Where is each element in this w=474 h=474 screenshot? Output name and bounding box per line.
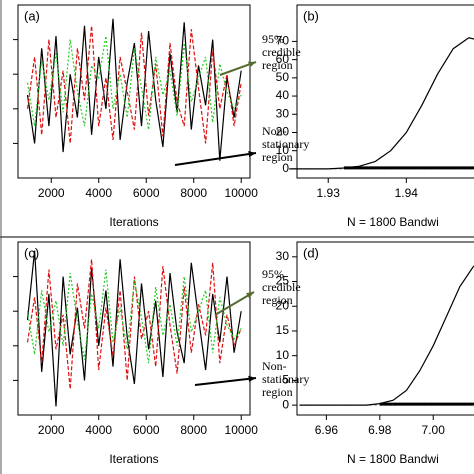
y-tick-label: 10 — [276, 348, 290, 362]
y-tick-label: 15 — [276, 323, 290, 337]
y-tick-label: 10 — [276, 143, 290, 157]
x-tick-label: 10000 — [225, 423, 259, 437]
x-axis-label: Iterations — [109, 452, 158, 466]
arrow — [194, 377, 257, 386]
x-tick-label: 4000 — [85, 423, 112, 437]
panel-label: (b) — [303, 8, 319, 23]
plot-frame — [296, 241, 474, 416]
arrow — [214, 291, 255, 316]
y-tick-label: 0 — [282, 397, 289, 411]
trace-line — [26, 250, 242, 407]
plot-frame — [17, 4, 251, 179]
annotation: region — [262, 150, 293, 164]
y-tick-label: 50 — [276, 70, 290, 84]
annotation: region — [262, 385, 293, 399]
annotation: 95% — [262, 267, 284, 281]
density-line — [299, 265, 474, 406]
density-line — [289, 37, 474, 170]
trace-line — [26, 35, 242, 130]
x-tick-label: 2000 — [38, 423, 65, 437]
x-tick-label: 4000 — [85, 186, 112, 200]
arrow-head — [246, 292, 254, 299]
x-tick-label: 8000 — [180, 423, 207, 437]
x-tick-label: 6000 — [133, 423, 160, 437]
annotation: credible — [262, 45, 301, 59]
x-tick-label: 7.00 — [422, 423, 446, 437]
x-tick-label: 6.96 — [315, 423, 339, 437]
arrow-head — [248, 375, 256, 382]
x-tick-label: 6.98 — [368, 423, 392, 437]
annotation: region — [262, 58, 293, 72]
y-tick-label: 70 — [276, 34, 290, 48]
x-axis-label: N = 1800 Bandwi — [347, 215, 439, 229]
annotation: Non- — [262, 124, 287, 138]
arrow — [174, 152, 257, 166]
plot-frame — [17, 241, 251, 416]
y-tick-label: 60 — [276, 52, 290, 66]
arrow-head — [248, 61, 256, 68]
trace-line — [26, 25, 242, 144]
y-tick-label: 0 — [282, 161, 289, 175]
panel-label: (a) — [24, 8, 40, 23]
annotation: credible — [262, 280, 301, 294]
y-tick-label: 20 — [276, 125, 290, 139]
y-tick-label: 40 — [276, 88, 290, 102]
panel-label: (d) — [303, 245, 319, 260]
y-tick-label: 20 — [276, 298, 290, 312]
x-tick-label: 2000 — [38, 186, 65, 200]
x-axis-label: Iterations — [109, 215, 158, 229]
trace-line — [26, 18, 242, 161]
x-tick-label: 8000 — [180, 186, 207, 200]
x-tick-label: 10000 — [225, 186, 259, 200]
y-tick-label: 5 — [282, 373, 289, 387]
arrow-head — [248, 150, 256, 158]
x-tick-label: 1.93 — [317, 186, 341, 200]
y-tick-label: 30 — [276, 249, 290, 263]
x-axis-label: N = 1800 Bandwi — [347, 452, 439, 466]
annotation: Non- — [262, 359, 287, 373]
x-tick-label: 6000 — [133, 186, 160, 200]
annotation: region — [262, 293, 293, 307]
trace-line — [26, 259, 242, 390]
annotation: 95% — [262, 32, 284, 46]
y-tick-label: 25 — [276, 274, 290, 288]
panel-label: (c) — [24, 245, 39, 260]
y-tick-label: 30 — [276, 106, 290, 120]
plot-frame — [296, 4, 474, 179]
trace-line — [26, 269, 242, 364]
x-tick-label: 1.94 — [395, 186, 419, 200]
